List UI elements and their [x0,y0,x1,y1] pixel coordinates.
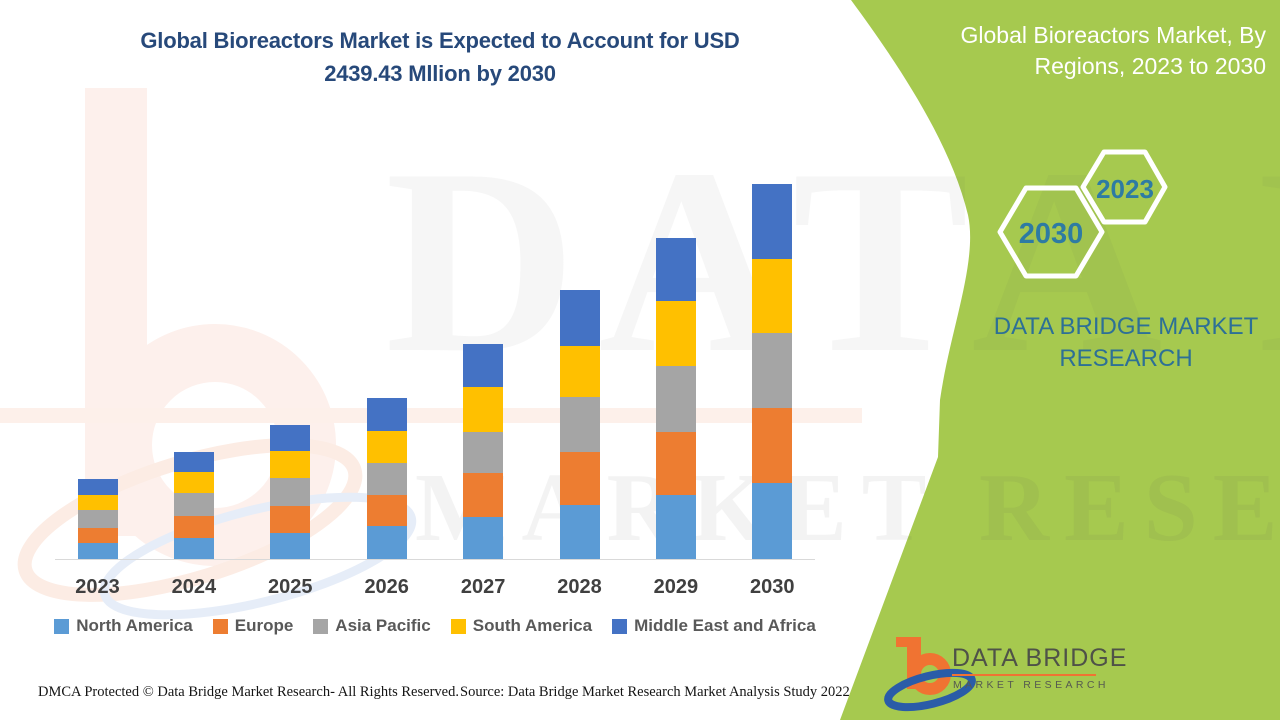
brand-text-line1: DATA BRIDGE MARKET [993,313,1259,340]
bar-segment-middle-east-and-africa-2025 [270,424,311,451]
bar-segment-middle-east-and-africa-2029 [655,237,696,301]
bar-segment-asia-pacific-2029 [655,365,696,432]
bar-segment-europe-2029 [655,431,696,495]
bar-segment-south-america-2028 [559,346,600,398]
bar-segment-south-america-2029 [655,300,696,366]
bar-segment-south-america-2023 [77,494,118,510]
x-axis-label-2024: 2024 [171,576,217,598]
legend-label-europe: Europe [234,616,294,635]
legend-label-south-america: South America [472,616,593,635]
bar-segment-asia-pacific-2023 [77,509,118,529]
logo-underline [952,674,1096,676]
footer-dmca-text: DMCA Protected © Data Bridge Market Rese… [38,684,459,700]
legend-label-north-america: North America [76,616,193,635]
x-axis-label-2023: 2023 [75,576,120,598]
bar-segment-south-america-2024 [173,471,214,494]
bar-segment-asia-pacific-2026 [366,462,407,495]
bar-segment-middle-east-and-africa-2028 [559,290,600,347]
bar-segment-north-america-2030 [752,483,793,559]
bar-segment-north-america-2026 [366,525,407,559]
bar-segment-asia-pacific-2025 [270,477,311,506]
bar-segment-south-america-2025 [270,450,311,478]
chart-title-line1: Global Bioreactors Market is Expected to… [140,28,740,53]
legend-swatch-middle-east-and-africa [612,618,628,634]
bar-segment-asia-pacific-2027 [463,431,504,473]
brand-text: DATA BRIDGE MARKET RESEARCH [990,311,1262,375]
side-panel-title: Global Bioreactors Market, By Regions, 2… [921,20,1266,82]
bar-segment-europe-2023 [77,528,118,544]
bar-segment-south-america-2030 [752,258,793,334]
chart-title-line2: 2439.43 Mllion by 2030 [324,61,556,86]
bar-segment-europe-2026 [366,494,407,526]
x-axis-line [55,559,815,560]
bar-segment-middle-east-and-africa-2023 [77,479,118,495]
bar-segment-north-america-2028 [559,505,600,559]
footer-source-text: Source: Data Bridge Market Research Mark… [460,684,850,700]
bar-segment-north-america-2024 [173,538,214,559]
legend-item-europe: Europe [212,616,294,636]
bar-segment-south-america-2026 [366,430,407,463]
x-axis-label-2030: 2030 [750,576,795,598]
legend-swatch-asia-pacific [313,618,329,634]
bar-segment-north-america-2029 [655,494,696,559]
legend-label-middle-east-and-africa: Middle East and Africa [634,616,816,635]
bar-segment-europe-2025 [270,505,311,533]
bar-segment-north-america-2027 [463,516,504,559]
side-panel-title-line2: Regions, 2023 to 2030 [1034,53,1266,79]
x-axis-label-2027: 2027 [460,576,506,598]
bar-segment-middle-east-and-africa-2030 [752,183,793,259]
side-panel-title-line1: Global Bioreactors Market, By [960,22,1266,48]
chart-title: Global Bioreactors Market is Expected to… [60,24,820,90]
bar-segment-asia-pacific-2024 [173,493,214,517]
bar-segment-middle-east-and-africa-2026 [366,397,407,431]
legend-swatch-south-america [450,618,466,634]
logo-title-text: DATA BRIDGE [952,644,1128,672]
watermark-logo-b [0,88,862,620]
x-axis-label-2029: 2029 [653,576,699,598]
bar-segment-europe-2028 [559,452,600,506]
bar-segment-north-america-2023 [77,543,118,559]
dbmr-logo-icon [884,637,976,712]
hexagon-year-2030: 2030 [1018,218,1084,250]
legend-item-middle-east-and-africa: Middle East and Africa [612,616,816,636]
legend-label-asia-pacific: Asia Pacific [335,616,431,635]
legend-swatch-europe [212,618,228,634]
bar-segment-middle-east-and-africa-2027 [463,344,504,388]
bar-segment-europe-2030 [752,407,793,484]
legend-swatch-north-america [54,618,70,634]
legend-item-south-america: South America [450,616,593,636]
logo-subtitle-text: MARKET RESEARCH [953,679,1109,691]
bar-segment-asia-pacific-2028 [559,397,600,453]
bar-segment-europe-2027 [463,472,504,517]
legend: North America Europe Asia Pacific South Ame… [40,616,830,636]
bar-segment-middle-east-and-africa-2024 [173,451,214,472]
hexagon-year-2023: 2023 [1096,174,1154,204]
legend-item-north-america: North America [54,616,193,636]
bar-segment-europe-2024 [173,516,214,539]
bar-segment-asia-pacific-2030 [752,333,793,408]
bar-segment-south-america-2027 [463,387,504,432]
x-axis-label-2028: 2028 [557,576,602,598]
x-axis-label-2026: 2026 [364,576,409,598]
legend-item-asia-pacific: Asia Pacific [313,616,431,636]
bar-segment-north-america-2025 [270,532,311,559]
x-axis-label-2025: 2025 [268,576,313,598]
brand-text-line2: RESEARCH [1059,345,1193,372]
